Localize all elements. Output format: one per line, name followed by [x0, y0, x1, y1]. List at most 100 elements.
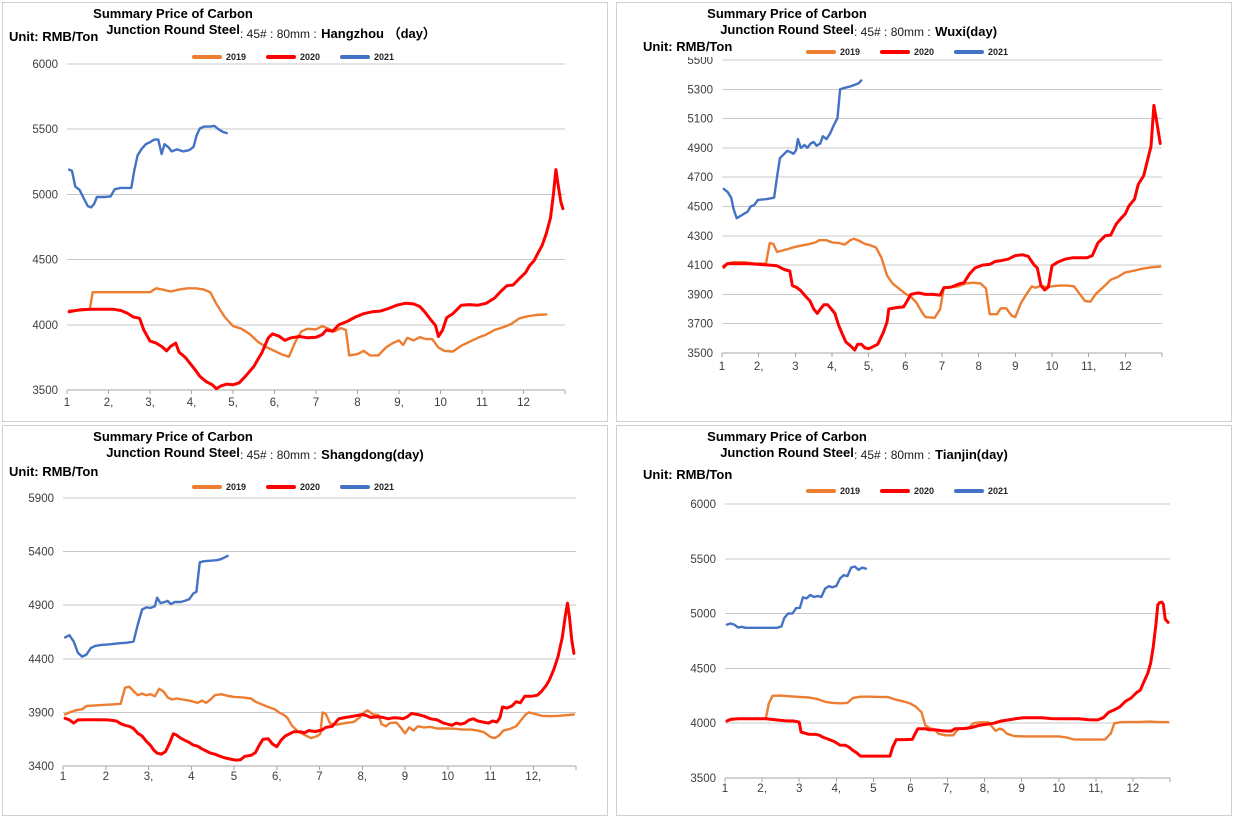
x-tick-label: 4,: [827, 361, 837, 373]
x-tick-label: 7: [316, 771, 322, 783]
x-tick-label: 11,: [1088, 783, 1103, 795]
x-tick-label: 3: [792, 361, 798, 373]
line-chart-plot: 3400 3900 4400 4900 5400 5900 1 2 3, 4 5 6, 7 8, 9 10 11…: [28, 493, 577, 783]
x-tick-label: 3,: [145, 397, 155, 409]
unit-label: Unit: RMB/Ton: [643, 39, 733, 54]
x-tick-label: 1: [719, 361, 725, 373]
x-tick-label: 6,: [272, 771, 282, 783]
unit-label: Unit: RMB/Ton: [9, 29, 99, 44]
series-line-2019: [63, 685, 576, 740]
x-tick-label: 4: [188, 771, 195, 783]
legend-line-swatch-2020: [879, 50, 910, 54]
legend-line-swatch-2020: [265, 55, 296, 59]
legend-item-2020: 2020: [263, 52, 323, 62]
series-line-2020: [67, 168, 565, 391]
legend-item-2020: 2020: [877, 486, 937, 496]
x-tick-label: 7: [313, 397, 319, 409]
x-tick-label: 12: [1119, 361, 1132, 373]
chart-title-line1: Summary Price of Carbon: [707, 429, 867, 444]
legend-label: 2021: [988, 47, 1009, 57]
legend-item-2021: 2021: [952, 486, 1011, 496]
y-tick-label: 5500: [690, 554, 716, 566]
x-tick-label: 1: [60, 771, 66, 783]
legend-item-2019: 2019: [189, 52, 248, 62]
spec-text: : 45# : 80mm :: [240, 27, 317, 41]
y-tick-label: 3500: [690, 773, 716, 785]
x-tick-label: 8: [975, 361, 981, 373]
y-tick-label: 5500: [32, 124, 58, 136]
legend-label: 2021: [374, 482, 395, 492]
x-tick-label: 10: [1046, 361, 1059, 373]
x-tick-label: 1: [722, 783, 728, 795]
unit-label: Unit: RMB/Ton: [643, 467, 733, 482]
x-tick-label: 10: [434, 397, 447, 409]
legend-label: 2019: [839, 486, 860, 496]
y-tick-label: 4300: [687, 231, 713, 243]
x-tick-label: 11: [476, 397, 488, 409]
y-tick-label: 6000: [32, 59, 58, 71]
y-tick-label: 4500: [687, 202, 713, 214]
series-line-2020: [725, 600, 1170, 758]
y-tick-label: 4000: [32, 320, 58, 332]
series-line-2021: [63, 554, 229, 658]
legend-line-swatch-2020: [879, 489, 910, 493]
x-tick-label: 8: [354, 397, 360, 409]
series-line-2019: [722, 237, 1162, 319]
x-tick-label: 8,: [358, 771, 368, 783]
x-tick-label: 5,: [864, 361, 874, 373]
x-tick-label: 3,: [144, 771, 154, 783]
x-tick-label: 7,: [943, 783, 953, 795]
chart-title-line1: Summary Price of Carbon: [707, 6, 867, 21]
legend-label: 2021: [988, 486, 1009, 496]
legend-label: 2019: [225, 52, 246, 62]
legend-line-swatch-2021: [954, 50, 985, 54]
chart-panel-tianjin: Summary Price of Carbon Junction Round S…: [616, 425, 1232, 816]
line-chart-plot: 3500 4000 4500 5000 5500 6000 1 2, 3, 4, 5, 6, 7 8 9, 1…: [32, 59, 566, 409]
x-tick-label: 10: [441, 771, 454, 783]
x-tick-label: 6: [902, 361, 908, 373]
legend-item-2021: 2021: [952, 47, 1011, 57]
y-tick-label: 6000: [690, 499, 716, 511]
legend-item-2019: 2019: [803, 47, 862, 57]
x-tick-label: 12: [517, 397, 530, 409]
y-tick-label: 3900: [28, 707, 54, 719]
y-tick-label: 4400: [28, 654, 54, 666]
spec-text: : 45# : 80mm :: [854, 25, 931, 39]
x-tick-label: 9,: [394, 397, 404, 409]
x-tick-label: 2,: [754, 361, 764, 373]
series-line-2019: [725, 694, 1170, 741]
x-tick-label: 4,: [832, 783, 842, 795]
y-tick-label: 3500: [687, 348, 713, 360]
x-tick-label: 10: [1052, 783, 1065, 795]
legend-label: 2020: [299, 52, 321, 62]
chart-panel-shangdong: Summary Price of Carbon Junction Round S…: [2, 425, 608, 816]
series-line-2020: [63, 601, 576, 762]
y-tick-label: 4700: [687, 172, 713, 184]
y-tick-label: 5400: [28, 547, 54, 559]
y-tick-label: 5900: [28, 493, 54, 505]
legend: 2019 2020 2021: [143, 52, 443, 62]
chart-subtitle: : 45# : 80mm : Tianjin(day): [854, 446, 1008, 464]
legend-line-swatch-2021: [954, 489, 985, 493]
chart-panel-hangzhou: Summary Price of Carbon Junction Round S…: [2, 2, 608, 422]
legend: 2019 2020 2021: [143, 482, 443, 492]
x-tick-label: 4,: [187, 397, 197, 409]
legend-item-2020: 2020: [877, 47, 937, 57]
line-chart-plot: 3500 4000 4500 5000 5500 6000 1 2, 3 4, 5 6 7, 8, 9 10 1…: [690, 499, 1171, 795]
x-tick-label: 11: [485, 771, 497, 783]
line-chart-plot: 3500 3700 3900 4100 4300 4500 4700 4900 5100 5300…: [687, 57, 1163, 373]
legend-line-swatch-2019: [191, 55, 222, 59]
city-label: Wuxi(day): [935, 24, 998, 39]
y-tick-label: 5000: [690, 609, 716, 621]
x-tick-label: 5,: [228, 397, 238, 409]
legend-line-swatch-2021: [340, 55, 371, 59]
legend-label: 2020: [913, 47, 935, 57]
chart-title-line1: Summary Price of Carbon: [93, 429, 253, 444]
x-tick-label: 1: [64, 397, 70, 409]
chart-title-line1: Summary Price of Carbon: [93, 6, 253, 21]
y-tick-label: 5500: [687, 57, 713, 67]
x-tick-label: 9: [402, 771, 408, 783]
x-tick-label: 5: [231, 771, 237, 783]
chart-title-line2: Junction Round Steel: [106, 22, 240, 37]
